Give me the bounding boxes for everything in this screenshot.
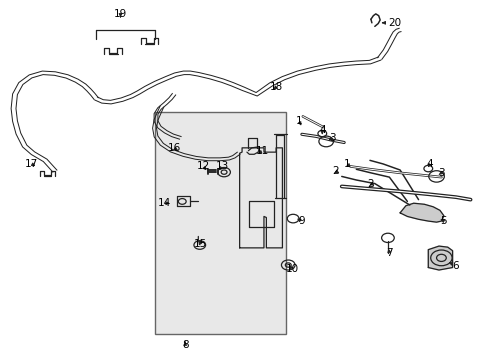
Text: 11: 11 — [255, 147, 268, 157]
Text: 12: 12 — [196, 161, 209, 171]
Text: 1: 1 — [344, 159, 350, 169]
Text: 4: 4 — [318, 125, 325, 135]
Text: 4: 4 — [426, 159, 433, 169]
Text: 15: 15 — [194, 239, 207, 249]
Text: 14: 14 — [157, 198, 170, 208]
Polygon shape — [399, 203, 443, 222]
Circle shape — [430, 250, 451, 266]
Text: 9: 9 — [297, 216, 304, 226]
Text: 17: 17 — [25, 159, 38, 169]
Text: 2: 2 — [367, 179, 373, 189]
Text: 16: 16 — [167, 143, 180, 153]
Text: 3: 3 — [437, 168, 444, 178]
Circle shape — [287, 214, 298, 223]
Text: 8: 8 — [182, 340, 188, 350]
Text: 2: 2 — [332, 166, 339, 176]
Text: 20: 20 — [382, 18, 401, 28]
Bar — [154, 112, 285, 334]
Text: 13: 13 — [216, 161, 229, 171]
Text: 19: 19 — [114, 9, 127, 19]
Polygon shape — [427, 246, 452, 270]
Text: 6: 6 — [448, 261, 458, 271]
Text: 1: 1 — [295, 116, 302, 126]
Text: 10: 10 — [285, 264, 298, 274]
Text: 18: 18 — [269, 82, 282, 92]
Text: 7: 7 — [386, 248, 392, 258]
Text: 5: 5 — [440, 216, 446, 226]
Text: 3: 3 — [328, 133, 335, 143]
